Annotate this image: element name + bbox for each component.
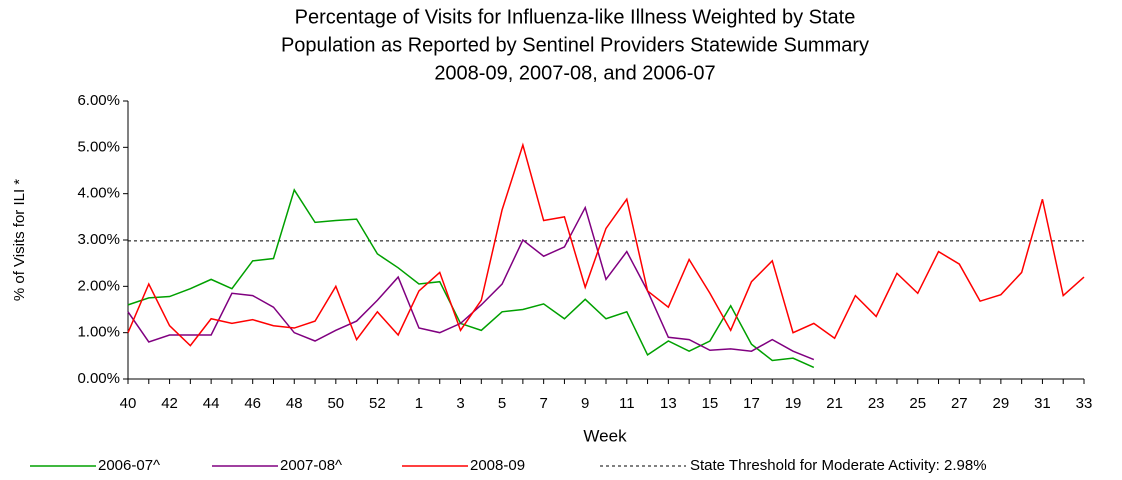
series-line (127, 142, 1085, 347)
chart-title: Percentage of Visits for Influenza-like … (295, 6, 856, 28)
x-tick-label: 5 (498, 395, 506, 412)
x-tick-label: 13 (660, 395, 677, 412)
x-tick-label: 44 (203, 395, 220, 412)
x-tick-label: 19 (785, 395, 802, 412)
legend-label: 2007-08^ (280, 457, 342, 474)
x-tick-label: 42 (161, 395, 178, 412)
series-line (127, 188, 815, 369)
x-tick-label: 33 (1076, 395, 1093, 412)
x-tick-label: 21 (826, 395, 843, 412)
y-tick-label: 2.00% (77, 277, 120, 294)
x-tick-label: 50 (327, 395, 344, 412)
x-tick-label: 7 (539, 395, 547, 412)
y-tick-label: 5.00% (77, 138, 120, 155)
x-tick-label: 23 (868, 395, 885, 412)
x-tick-label: 29 (993, 395, 1010, 412)
x-tick-label: 40 (120, 395, 137, 412)
y-tick-label: 1.00% (77, 324, 120, 341)
y-tick-label: 4.00% (77, 185, 120, 202)
series-line (127, 205, 815, 361)
x-tick-label: 15 (702, 395, 719, 412)
chart-title: 2008-09, 2007-08, and 2006-07 (434, 62, 715, 84)
legend-label: State Threshold for Moderate Activity: 2… (690, 457, 987, 474)
x-tick-label: 25 (909, 395, 926, 412)
x-tick-label: 48 (286, 395, 303, 412)
y-axis-label: % of Visits for ILI * (11, 179, 28, 301)
x-tick-label: 3 (456, 395, 464, 412)
chart-title: Population as Reported by Sentinel Provi… (281, 34, 869, 56)
x-axis-label: Week (583, 426, 627, 445)
x-tick-label: 1 (415, 395, 423, 412)
y-tick-label: 3.00% (77, 231, 120, 248)
x-tick-label: 46 (244, 395, 261, 412)
y-tick-label: 6.00% (77, 92, 120, 109)
x-tick-label: 9 (581, 395, 589, 412)
legend-label: 2006-07^ (98, 457, 160, 474)
x-tick-label: 31 (1034, 395, 1051, 412)
x-tick-label: 11 (619, 395, 635, 412)
x-tick-label: 17 (743, 395, 760, 412)
legend-label: 2008-09 (470, 457, 525, 474)
y-tick-label: 0.00% (77, 370, 120, 387)
x-tick-label: 27 (951, 395, 968, 412)
x-tick-label: 52 (369, 395, 386, 412)
